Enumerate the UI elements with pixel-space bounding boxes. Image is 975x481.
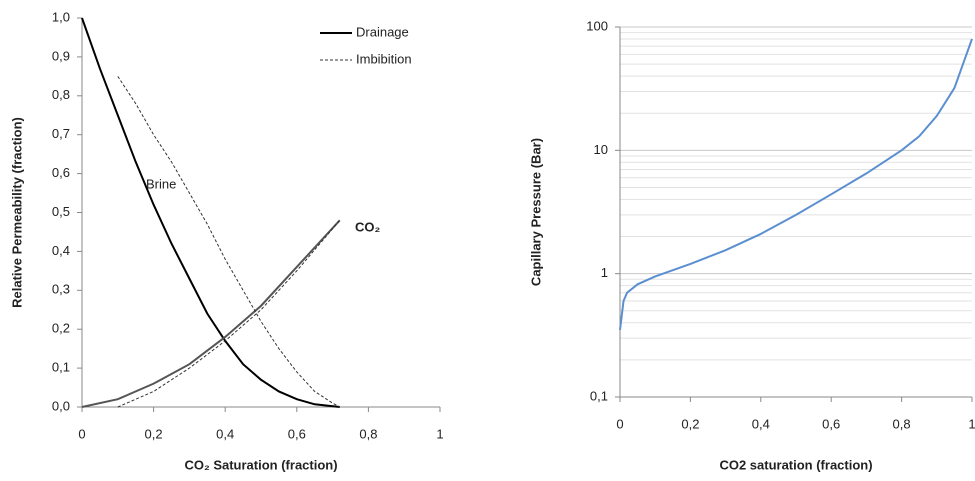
x-tick-label: 0 bbox=[78, 426, 85, 441]
y-tick-label: 0,3 bbox=[52, 282, 70, 297]
y-tick-label: 0,2 bbox=[52, 321, 70, 336]
y-tick-label: 0,8 bbox=[52, 87, 70, 102]
y-tick-label: 0,9 bbox=[52, 48, 70, 63]
x-axis-title: CO2 saturation (fraction) bbox=[719, 457, 872, 472]
legend-label: Drainage bbox=[356, 24, 409, 39]
y-tick-label: 1,0 bbox=[52, 9, 70, 24]
x-tick-label: 0,4 bbox=[216, 426, 234, 441]
y-tick-label: 0,0 bbox=[52, 398, 70, 413]
y-tick-label: 0,7 bbox=[52, 126, 70, 141]
y-tick-label: 10 bbox=[594, 142, 608, 157]
y-tick-label: 0,1 bbox=[52, 360, 70, 375]
y-tick-label: 0,4 bbox=[52, 243, 70, 258]
y-tick-label: 0,1 bbox=[590, 388, 608, 403]
series-line bbox=[117, 219, 341, 408]
series-line bbox=[81, 219, 341, 408]
legend-label: Imbibition bbox=[356, 51, 412, 66]
y-tick-label: 1 bbox=[601, 265, 608, 280]
x-axis-title: CO₂ Saturation (fraction) bbox=[184, 457, 337, 472]
x-tick-label: 0 bbox=[616, 416, 623, 431]
x-tick-label: 0,2 bbox=[145, 426, 163, 441]
y-axis-title: Capillary Pressure (Bar) bbox=[528, 138, 543, 286]
y-axis-title: Relative Permeability (fraction) bbox=[9, 117, 24, 308]
x-tick-label: 0,2 bbox=[681, 416, 699, 431]
annotation: CO₂ bbox=[355, 219, 381, 234]
y-tick-label: 100 bbox=[586, 18, 608, 33]
y-tick-label: 0,6 bbox=[52, 165, 70, 180]
x-tick-label: 1 bbox=[436, 426, 443, 441]
x-tick-label: 1 bbox=[968, 416, 975, 431]
x-tick-label: 0,8 bbox=[359, 426, 377, 441]
y-tick-label: 0,5 bbox=[52, 204, 70, 219]
series-line bbox=[81, 17, 340, 408]
annotation: Brine bbox=[146, 176, 176, 191]
x-tick-label: 0,6 bbox=[822, 416, 840, 431]
x-tick-label: 0,4 bbox=[752, 416, 770, 431]
series-line bbox=[117, 76, 340, 408]
series-line bbox=[619, 38, 973, 331]
x-tick-label: 0,6 bbox=[288, 426, 306, 441]
x-tick-label: 0,8 bbox=[893, 416, 911, 431]
